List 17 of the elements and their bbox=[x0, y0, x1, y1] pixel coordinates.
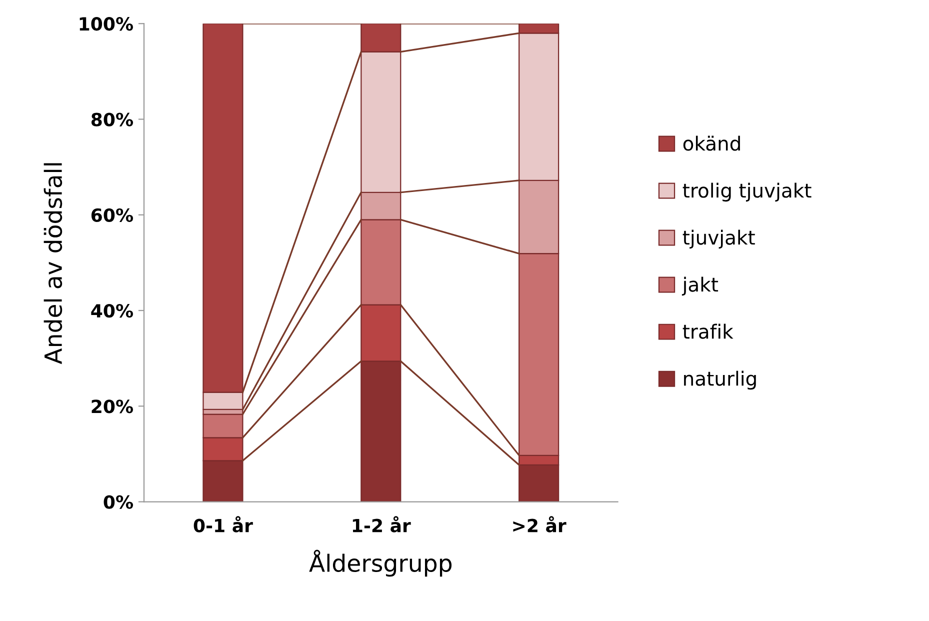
x-tick-label: >2 år bbox=[513, 516, 566, 532]
y-tick-label: 100% bbox=[80, 17, 134, 31]
legend-label: naturlig bbox=[684, 370, 756, 390]
x-tick-label: 0-1 år bbox=[194, 516, 253, 532]
legend-label: okänd bbox=[683, 136, 740, 151]
x-tick-label: 1-2 år bbox=[352, 516, 411, 532]
y-axis-title: Andel av dödsfall bbox=[44, 163, 62, 364]
x-axis-title: Åldersgrupp bbox=[309, 550, 452, 577]
legend-label: tjuvjakt bbox=[682, 230, 755, 249]
y-tick-label: 60% bbox=[91, 208, 134, 222]
y-tick-label: 0% bbox=[104, 495, 134, 509]
y-tick-label: 20% bbox=[92, 400, 134, 414]
legend-label: jakt bbox=[682, 276, 718, 296]
y-tick-label: 80% bbox=[91, 112, 134, 126]
legend-label: trolig tjuvjakt bbox=[682, 182, 812, 202]
legend-label: trafik bbox=[682, 324, 734, 339]
y-tick-label: 40% bbox=[91, 304, 134, 318]
